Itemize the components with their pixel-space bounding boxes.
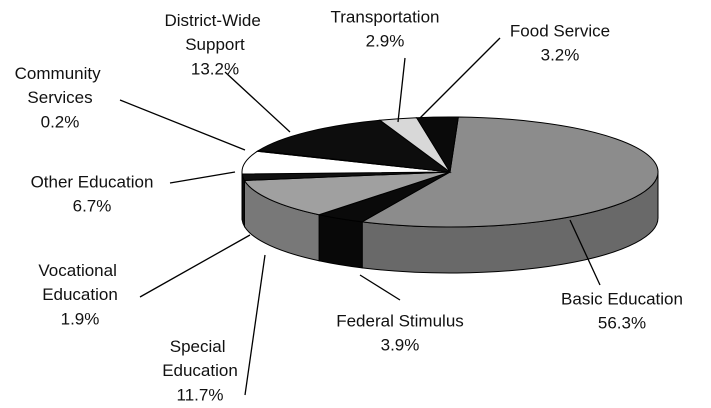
slice xyxy=(256,119,452,173)
leader-line xyxy=(224,71,291,133)
slice-label: Food Service xyxy=(510,21,610,40)
slice-label: Federal Stimulus xyxy=(336,311,464,330)
leader-line xyxy=(244,254,266,396)
slice-label: Other Education xyxy=(31,172,154,191)
slice-side xyxy=(318,214,363,269)
leader-line xyxy=(419,37,501,119)
value-label: 11.7% xyxy=(177,385,224,404)
label-line: Education xyxy=(162,361,238,380)
slice-label: Basic Education xyxy=(561,289,683,308)
label-line: Community xyxy=(15,64,106,83)
leader-line xyxy=(359,274,401,301)
slice xyxy=(360,116,659,228)
leader-line xyxy=(397,57,406,123)
value-label: 6.7% xyxy=(73,196,112,215)
leader-line xyxy=(569,219,601,286)
slice-label: Transportation xyxy=(331,7,440,26)
label-line: District-Wide xyxy=(164,11,265,30)
slice-label: Community Services xyxy=(15,64,106,107)
label-line: Support xyxy=(185,35,245,54)
slice-label: Vocational Education xyxy=(38,261,121,304)
label-line: Vocational xyxy=(38,261,121,280)
label-line: Services xyxy=(27,88,92,107)
value-label: 3.9% xyxy=(381,335,420,354)
slice-label: Special Education xyxy=(162,337,238,380)
slice xyxy=(415,116,459,174)
label-line: Special xyxy=(170,337,230,356)
label-line: Education xyxy=(42,285,118,304)
leader-line xyxy=(169,171,236,184)
value-label: 0.2% xyxy=(41,112,80,131)
value-label: 1.9% xyxy=(61,309,100,328)
value-label: 56.3% xyxy=(598,313,646,332)
slice-label: District-Wide Support xyxy=(164,11,265,54)
value-label: 13.2% xyxy=(191,59,239,78)
value-label: 3.2% xyxy=(541,45,580,64)
leader-line xyxy=(119,99,246,151)
slice xyxy=(243,171,451,216)
value-label: 2.9% xyxy=(366,31,405,50)
leader-line xyxy=(139,234,251,298)
